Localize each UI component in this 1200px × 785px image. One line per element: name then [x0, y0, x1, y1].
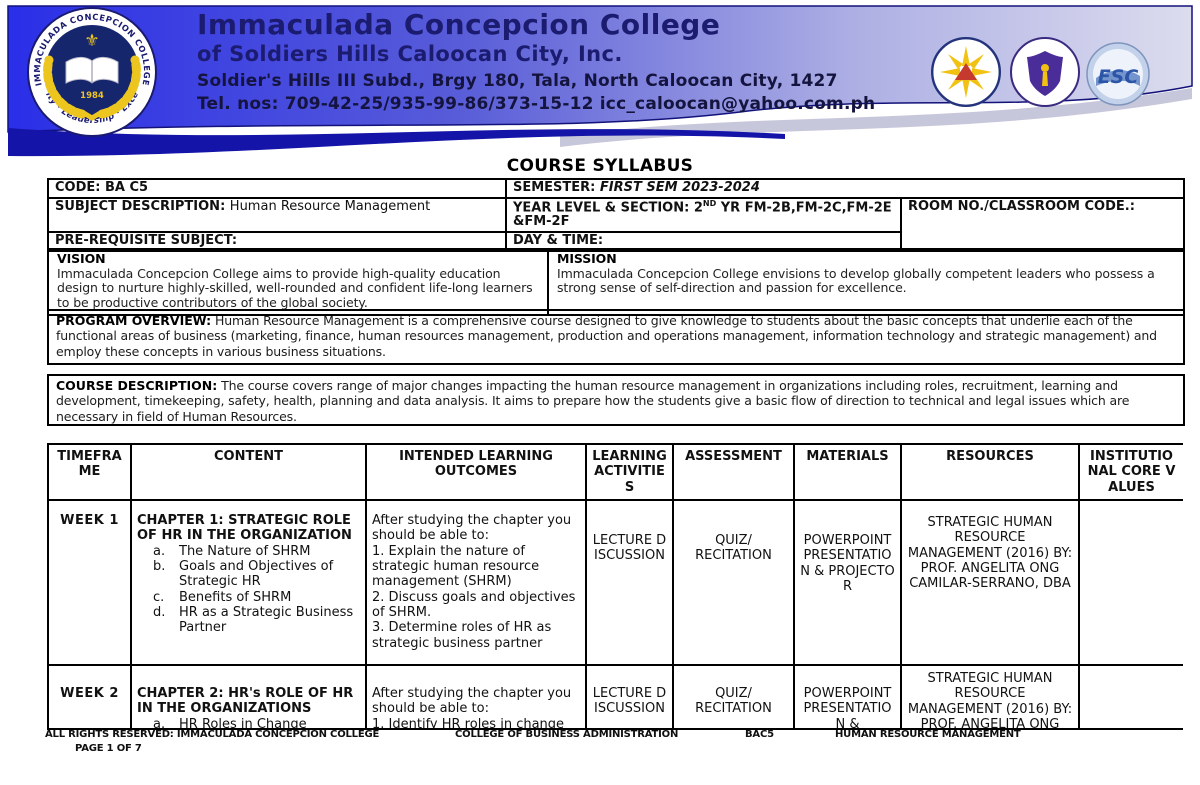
week1-outcomes: After studying the chapter you should be… — [365, 499, 587, 666]
program-overview-box: PROGRAM OVERVIEW: Human Resource Managem… — [47, 309, 1185, 365]
college-name: Immaculada Concepcion College — [197, 8, 721, 41]
college-contact: Tel. nos: 709-42-25/935-99-86/373-15-12 … — [197, 94, 875, 114]
week1-assessment: QUIZ/ RECITATION — [672, 499, 795, 666]
col-header-resources: RESOURCES — [900, 443, 1080, 501]
schedule-table-wrap: TIMEFRAME CONTENT INTENDED LEARNING OUTC… — [47, 443, 1183, 730]
mission-cell: MISSION Immaculada Concepcion College en… — [547, 248, 1185, 316]
page-header: IMMACULADA CONCEPCION COLLEGE Integrity … — [0, 0, 1200, 165]
week1-content: CHAPTER 1: STRATEGIC ROLE OF HR IN THE O… — [130, 499, 367, 666]
course-info-table: CODE: BA C5 SEMESTER: FIRST SEM 2023-202… — [47, 178, 1185, 252]
schedule-header-row: TIMEFRAME CONTENT INTENDED LEARNING OUTC… — [47, 443, 1183, 501]
col-header-core-values: INSTITUTIONAL CORE VALUES — [1078, 443, 1183, 501]
esc-label-text: ESC — [1098, 66, 1139, 88]
week1-chapter-title: CHAPTER 1: STRATEGIC ROLE OF HR IN THE O… — [137, 513, 352, 544]
esc-seal-icon: ESC — [1086, 42, 1150, 106]
course-description-label: COURSE DESCRIPTION: — [56, 378, 218, 393]
header-dark-wave — [8, 128, 785, 157]
vision-body: Immaculada Concepcion College aims to pr… — [57, 265, 533, 310]
course-description-body: The course covers range of major changes… — [56, 378, 1130, 424]
college-seal-icon: IMMACULADA CONCEPCION COLLEGE Integrity … — [27, 7, 157, 137]
schedule-row-week1: WEEK 1 CHAPTER 1: STRATEGIC ROLE OF HR I… — [47, 499, 1183, 666]
col-header-outcomes: INTENDED LEARNING OUTCOMES — [365, 443, 587, 501]
week2-core-values — [1078, 664, 1183, 728]
subject-description-cell: SUBJECT DESCRIPTION: Human Resource Mana… — [47, 196, 507, 233]
page-title: COURSE SYLLABUS — [506, 156, 694, 176]
week2-content: CHAPTER 2: HR's ROLE OF HR IN THE ORGANI… — [130, 664, 367, 728]
program-overview-label: PROGRAM OVERVIEW: — [56, 313, 212, 328]
week2-assessment: QUIZ/ RECITATION — [672, 664, 795, 728]
week2-materials: POWERPOINT PRESENTATION & — [793, 664, 902, 728]
college-address: Soldier's Hills III Subd., Brgy 180, Tal… — [197, 71, 838, 92]
seal-year-text: 1984 — [80, 91, 104, 101]
footer-page-number: PAGE 1 OF 7 — [75, 743, 142, 754]
week1-core-values — [1078, 499, 1183, 666]
week2-outcomes: After studying the chapter you should be… — [365, 664, 587, 728]
vision-heading: VISION — [57, 251, 106, 266]
mission-heading: MISSION — [557, 251, 617, 266]
col-header-assessment: ASSESSMENT — [672, 443, 795, 501]
vision-mission-table: VISION Immaculada Concepcion College aim… — [47, 248, 1185, 316]
course-code-cell: CODE: BA C5 — [47, 178, 507, 199]
vision-cell: VISION Immaculada Concepcion College aim… — [47, 248, 549, 316]
room-code-cell: ROOM NO./CLASSROOM CODE.: — [900, 196, 1185, 252]
semester-cell: SEMESTER: FIRST SEM 2023-2024 — [505, 178, 1185, 199]
program-overview-body: Human Resource Management is a comprehen… — [56, 313, 1157, 359]
footer-subject: HUMAN RESOURCE MANAGEMENT — [835, 729, 1021, 740]
week2-resources: STRATEGIC HUMAN RESOURCE MANAGEMENT (201… — [900, 664, 1080, 728]
week2-activities: LECTURE DISCUSSION — [585, 664, 674, 728]
footer-course-code: BAC5 — [745, 729, 774, 740]
ched-seal-icon — [931, 37, 1001, 107]
schedule-table: TIMEFRAME CONTENT INTENDED LEARNING OUTC… — [47, 443, 1183, 728]
fleur-de-lis-icon: ⚜ — [84, 31, 99, 51]
col-header-activities: LEARNING ACTIVITIES — [585, 443, 674, 501]
col-header-timeframe: TIMEFRAME — [47, 443, 132, 501]
schedule-row-week2: WEEK 2 CHAPTER 2: HR's ROLE OF HR IN THE… — [47, 664, 1183, 728]
course-description-box: COURSE DESCRIPTION: The course covers ra… — [47, 374, 1185, 426]
college-branch: of Soldiers Hills Caloocan City, Inc. — [197, 42, 623, 67]
week2-chapter-title: CHAPTER 2: HR's ROLE OF HR IN THE ORGANI… — [137, 686, 354, 717]
mission-body: Immaculada Concepcion College envisions … — [557, 265, 1155, 295]
tel-numbers: Tel. nos: 709-42-25/935-99-86/373-15-12 — [197, 94, 600, 115]
col-header-content: CONTENT — [130, 443, 367, 501]
footer-college: COLLEGE OF BUSINESS ADMINISTRATION — [455, 729, 679, 740]
week1-materials: POWERPOINT PRESENTATION & PROJECTOR — [793, 499, 902, 666]
header-text-block: Immaculada Concepcion College of Soldier… — [197, 8, 875, 114]
footer-rights: ALL RIGHTS RESERVED: IMMACULADA CONCEPCI… — [45, 729, 380, 740]
col-header-materials: MATERIALS — [793, 443, 902, 501]
year-level-cell: YEAR LEVEL & SECTION: 2ND YR FM-2B,FM-2C… — [505, 196, 902, 233]
week1-timeframe: WEEK 1 — [47, 499, 132, 666]
header-banner-graphic: IMMACULADA CONCEPCION COLLEGE Integrity … — [7, 5, 1193, 157]
week2-timeframe: WEEK 2 — [47, 664, 132, 728]
week1-activities: LECTURE DISCUSSION — [585, 499, 674, 666]
deped-seal-icon — [1010, 37, 1080, 107]
week1-resources: STRATEGIC HUMAN RESOURCE MANAGEMENT (201… — [900, 499, 1080, 666]
college-email: icc_caloocan@yahoo.com.ph — [599, 94, 876, 115]
